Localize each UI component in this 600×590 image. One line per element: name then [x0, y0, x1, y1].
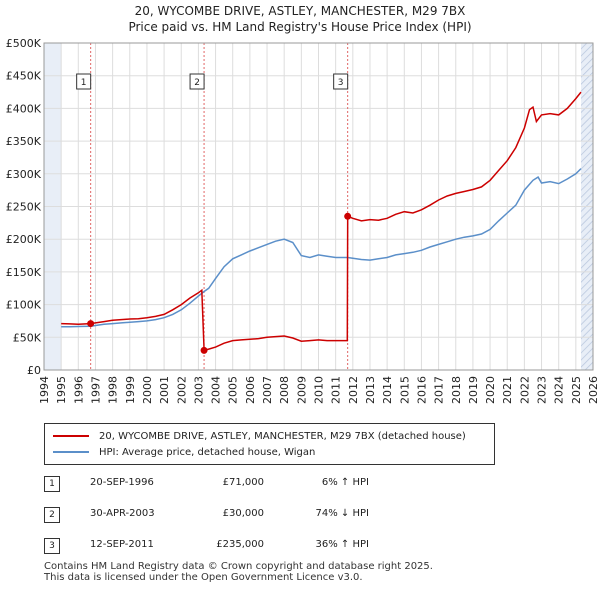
footer-licence: This data is licensed under the Open Gov…	[44, 572, 363, 583]
legend-label-hpi: HPI: Average price, detached house, Wiga…	[99, 446, 316, 458]
footer-copyright: Contains HM Land Registry data © Crown c…	[44, 561, 433, 572]
x-tick-label: 1996	[72, 376, 85, 404]
x-tick-label: 2015	[398, 376, 411, 404]
sale-point	[87, 320, 95, 328]
sale-date: 30-APR-2003	[90, 508, 155, 519]
sale-price: £235,000	[216, 539, 264, 550]
x-tick-label: 2010	[313, 376, 326, 404]
sale-marker-label: 3	[338, 78, 344, 88]
y-tick-label: £100K	[6, 299, 42, 312]
x-tick-label: 2024	[553, 376, 566, 404]
y-tick-label: £450K	[6, 70, 42, 83]
sale-date: 20-SEP-1996	[90, 477, 154, 488]
y-tick-label: £250K	[6, 201, 42, 214]
sale-number-badge: 2	[44, 507, 60, 523]
sale-point	[200, 346, 208, 354]
x-tick-label: 2000	[141, 376, 154, 404]
legend-item-hpi: HPI: Average price, detached house, Wiga…	[53, 445, 315, 459]
legend-label-property: 20, WYCOMBE DRIVE, ASTLEY, MANCHESTER, M…	[99, 430, 466, 442]
y-tick-label: £300K	[6, 168, 42, 181]
sale-marker-label: 1	[81, 78, 87, 88]
x-tick-label: 2005	[227, 376, 240, 404]
x-tick-label: 2008	[278, 376, 291, 404]
x-tick-label: 1998	[107, 376, 120, 404]
x-tick-label: 2018	[450, 376, 463, 404]
plot-border	[43, 42, 594, 371]
price-chart: £0 £50K £100K £150K £200K £250K £300K £350K £400…	[6, 37, 600, 404]
sale-marker-box	[189, 73, 205, 90]
x-tick-label: 2021	[501, 376, 514, 404]
x-tick-label: 2002	[175, 376, 188, 404]
x-tick-label: 1999	[124, 376, 137, 404]
y-tick-label: £50K	[13, 331, 42, 344]
x-tick-label: 2025	[570, 376, 583, 404]
x-tick-label: 2009	[295, 376, 308, 404]
y-tick-label: £0	[27, 364, 41, 377]
y-tick-label: £350K	[6, 135, 42, 148]
x-tick-label: 2020	[484, 376, 497, 404]
x-tick-label: 2022	[518, 376, 531, 404]
sale-marker-label: 2	[194, 78, 200, 88]
sale-point	[344, 212, 352, 220]
y-tick-label: £400K	[6, 102, 42, 115]
x-tick-label: 2014	[381, 376, 394, 404]
x-tick-label: 1994	[38, 376, 51, 404]
chart-title: 20, WYCOMBE DRIVE, ASTLEY, MANCHESTER, M…	[134, 4, 466, 18]
x-tick-label: 2012	[347, 376, 360, 404]
legend-item-property: 20, WYCOMBE DRIVE, ASTLEY, MANCHESTER, M…	[53, 429, 466, 443]
x-tick-label: 2016	[415, 376, 428, 404]
sale-hpi-diff: 74% ↓ HPI	[315, 508, 369, 519]
sale-number-badge: 1	[44, 476, 60, 492]
x-tick-label: 2001	[158, 376, 171, 404]
sale-marker-box	[333, 73, 349, 90]
sale-price: £30,000	[222, 508, 264, 519]
sale-date: 12-SEP-2011	[90, 539, 154, 550]
sale-number-badge: 3	[44, 538, 60, 554]
x-tick-label: 2013	[364, 376, 377, 404]
sale-hpi-diff: 6% ↑ HPI	[321, 477, 369, 488]
x-tick-label: 2004	[210, 376, 223, 404]
property-series-line	[61, 91, 582, 352]
x-tick-label: 2003	[192, 376, 205, 404]
sale-hpi-diff: 36% ↑ HPI	[315, 539, 369, 550]
x-tick-label: 2023	[536, 376, 549, 404]
y-tick-label: £150K	[6, 266, 42, 279]
x-tick-label: 1995	[55, 376, 68, 404]
hpi-series-line	[61, 168, 582, 328]
x-tick-label: 2011	[330, 376, 343, 404]
y-tick-label: £200K	[6, 233, 42, 246]
x-tick-label: 2007	[261, 376, 274, 404]
x-tick-label: 1997	[89, 376, 102, 404]
chart-subtitle: Price paid vs. HM Land Registry's House …	[128, 20, 472, 34]
sale-price: £71,000	[222, 477, 264, 488]
x-tick-label: 2026	[587, 376, 600, 404]
x-tick-label: 2017	[433, 376, 446, 404]
x-tick-label: 2006	[244, 376, 257, 404]
y-tick-label: £500K	[6, 37, 42, 50]
legend-line-blue	[53, 451, 89, 453]
legend-line-red	[53, 435, 89, 437]
x-tick-label: 2019	[467, 376, 480, 404]
sale-marker-box	[76, 73, 92, 90]
legend: 20, WYCOMBE DRIVE, ASTLEY, MANCHESTER, M…	[44, 423, 495, 465]
